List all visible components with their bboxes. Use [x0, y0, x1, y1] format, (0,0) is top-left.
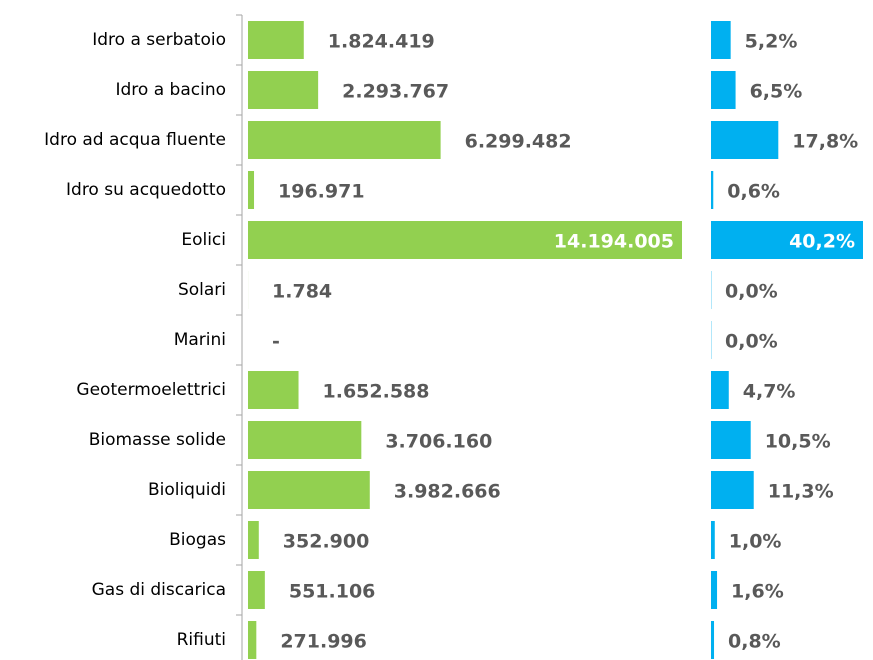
bar	[248, 421, 362, 459]
bar	[248, 571, 265, 609]
bar	[711, 71, 736, 109]
bar	[711, 571, 718, 609]
value-label: 1,6%	[731, 581, 784, 603]
value-label: 0,6%	[727, 181, 780, 203]
bar	[711, 521, 715, 559]
category-label: Idro ad acqua fluente	[44, 130, 226, 150]
value-label: 11,3%	[768, 481, 834, 503]
bar	[248, 171, 255, 209]
value-label: 352.900	[283, 531, 370, 553]
value-label: 1.824.419	[328, 31, 435, 53]
value-label: 3.706.160	[385, 431, 492, 453]
bar	[711, 21, 731, 59]
bar	[711, 621, 715, 659]
value-label: 14.194.005	[554, 231, 674, 253]
value-label: 6,5%	[750, 81, 803, 103]
bar	[248, 71, 319, 109]
value-label: 3.982.666	[394, 481, 501, 503]
bar	[711, 421, 751, 459]
value-label: 4,7%	[743, 381, 796, 403]
bar	[711, 321, 712, 359]
category-label: Geotermoelettrici	[76, 380, 226, 400]
bar	[711, 371, 729, 409]
bar	[248, 621, 257, 659]
category-label: Bioliquidi	[148, 480, 226, 500]
bar	[711, 471, 754, 509]
category-label: Eolici	[181, 230, 226, 250]
value-label: 40,2%	[789, 231, 855, 253]
category-label: Solari	[178, 280, 226, 300]
value-label: 5,2%	[745, 31, 798, 53]
value-label: 2.293.767	[342, 81, 449, 103]
bar	[248, 121, 441, 159]
value-label: 196.971	[278, 181, 365, 203]
value-label: 17,8%	[792, 131, 858, 153]
bar	[711, 121, 779, 159]
value-label: 1,0%	[729, 531, 782, 553]
bar	[248, 221, 682, 259]
bar	[248, 471, 370, 509]
bar	[248, 521, 259, 559]
category-label: Rifiuti	[177, 630, 226, 650]
bar	[711, 271, 712, 309]
value-label: 551.106	[289, 581, 376, 603]
value-label: 6.299.482	[465, 131, 572, 153]
bar	[711, 171, 714, 209]
bar	[248, 21, 304, 59]
category-label: Idro a serbatoio	[92, 30, 226, 50]
category-label: Idro su acquedotto	[66, 180, 226, 200]
bar	[248, 371, 299, 409]
value-label: 0,0%	[725, 281, 778, 303]
category-label: Biogas	[169, 530, 226, 550]
value-label: 0,0%	[725, 331, 778, 353]
value-label: 0,8%	[728, 631, 781, 653]
category-label: Gas di discarica	[92, 580, 226, 600]
bar	[711, 221, 863, 259]
category-label: Idro a bacino	[116, 80, 227, 100]
value-label: 1.652.588	[323, 381, 430, 403]
category-label: Biomasse solide	[89, 430, 226, 450]
value-label: -	[272, 331, 280, 353]
value-label: 10,5%	[765, 431, 831, 453]
value-label: 271.996	[280, 631, 367, 653]
category-label: Marini	[174, 330, 226, 350]
value-label: 1.784	[272, 281, 332, 303]
